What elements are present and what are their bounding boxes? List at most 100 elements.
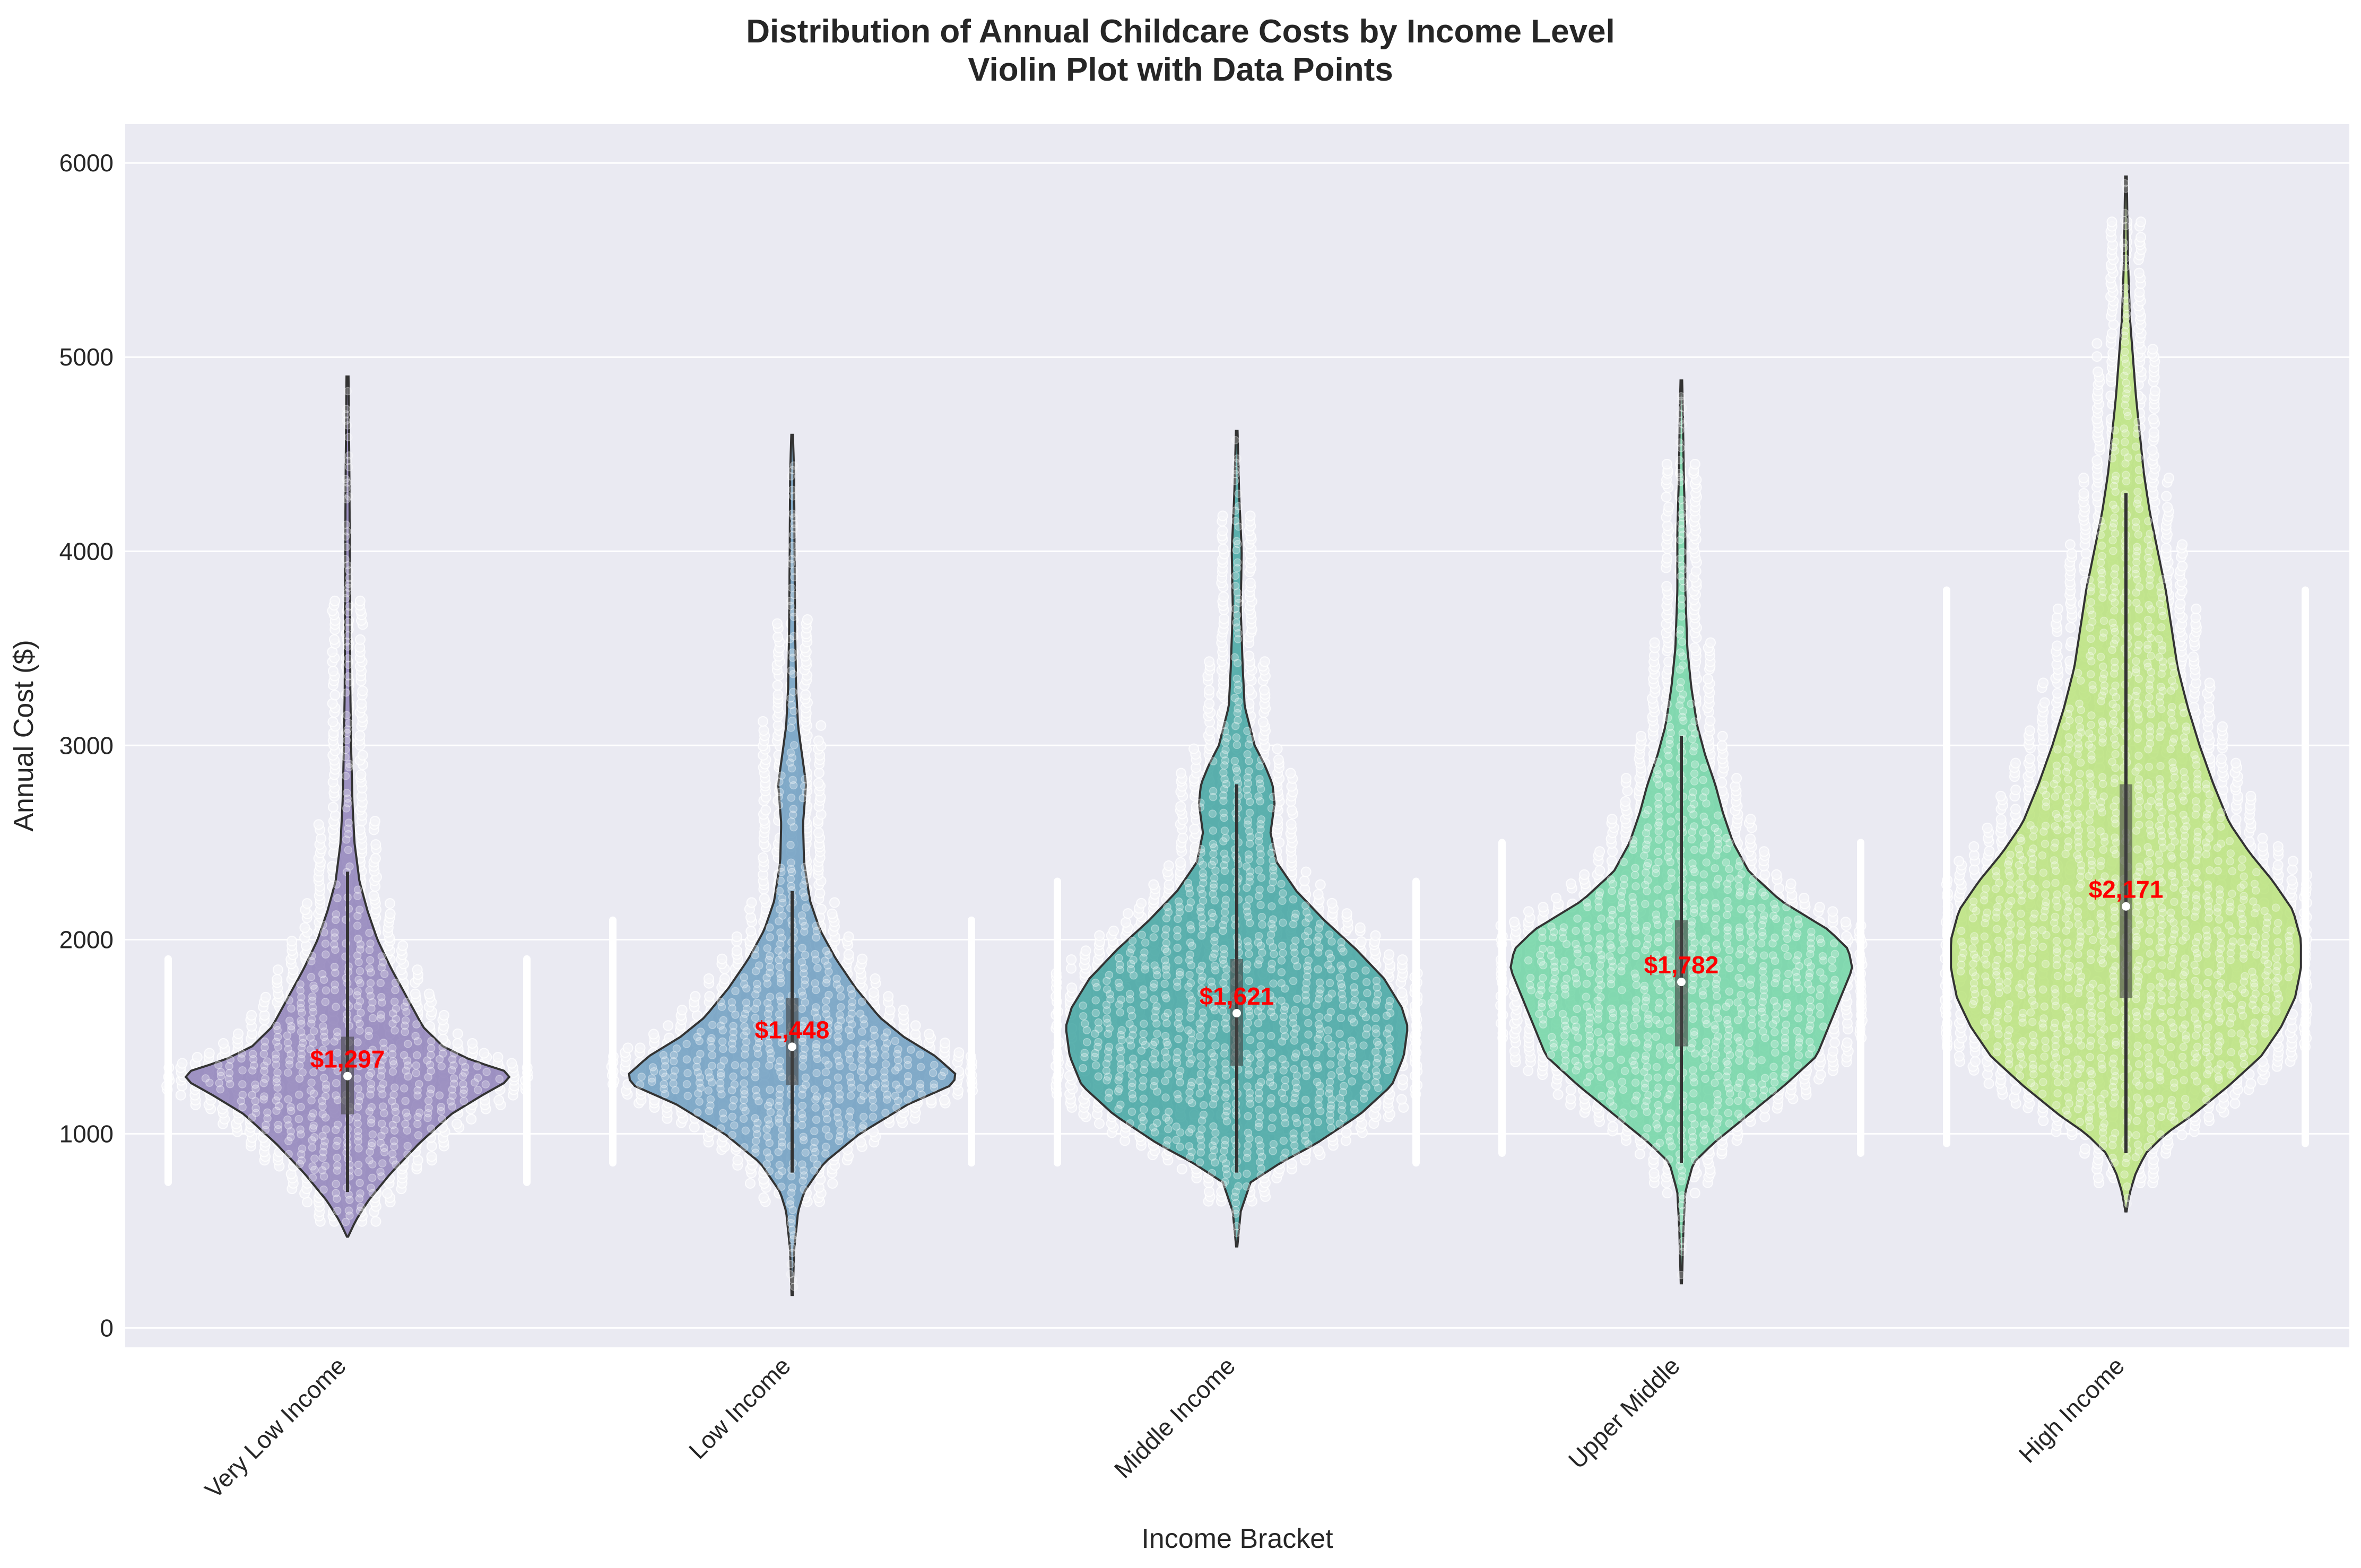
swarm-point — [1523, 1065, 1534, 1076]
swarm-point — [1565, 1084, 1576, 1095]
swarm-point — [452, 1038, 463, 1049]
swarm-point — [1122, 908, 1133, 919]
swarm-point — [1689, 1188, 1700, 1199]
swarm-point — [868, 987, 879, 998]
swarm-point — [1828, 1046, 1839, 1057]
swarm-point — [370, 1216, 381, 1227]
swarm-point — [329, 690, 341, 701]
swarm-point — [758, 1192, 769, 1204]
swarm-point — [703, 973, 714, 985]
swarm-point — [1397, 954, 1408, 965]
swarm-point — [1384, 949, 1395, 960]
swarm-point — [1164, 879, 1175, 890]
swarm-point — [910, 1020, 921, 1031]
swarm-point — [1219, 613, 1230, 624]
swarm-point — [316, 833, 327, 844]
swarm-point — [1509, 1046, 1520, 1057]
swarm-point — [1259, 656, 1270, 667]
swarm-point — [1594, 846, 1605, 857]
swarm-point — [731, 931, 742, 942]
swarm-point — [287, 936, 298, 947]
swarm-point — [506, 1058, 517, 1069]
swarm-point — [1341, 908, 1352, 919]
swarm-point — [855, 1137, 866, 1148]
swarm-point — [1341, 1127, 1352, 1138]
swarm-point — [1272, 743, 1283, 754]
swarm-point — [772, 680, 783, 691]
swarm-point — [758, 852, 769, 863]
swarm-point — [1272, 814, 1283, 825]
swarm-point — [1565, 1093, 1576, 1104]
swarm-point — [758, 716, 769, 727]
swarm-point — [1785, 878, 1796, 890]
swarm-point — [1731, 773, 1742, 784]
swarm-point — [1840, 917, 1851, 928]
swarm-point — [1745, 833, 1756, 844]
swarm-point — [327, 861, 338, 872]
swarm-point — [815, 720, 827, 731]
swarm-point — [1607, 1121, 1618, 1132]
swarm-point — [1244, 685, 1255, 696]
swarm-point — [939, 1095, 950, 1106]
swarm-point — [385, 908, 396, 919]
swarm-point — [1759, 869, 1770, 880]
swarm-point — [1136, 898, 1147, 909]
swarm-point — [1370, 930, 1381, 941]
swarm-point — [452, 1028, 463, 1039]
swarm-point — [1509, 917, 1520, 928]
swarm-point — [1204, 656, 1215, 667]
swarm-point — [1829, 1037, 1840, 1048]
swarm-point — [1203, 1186, 1214, 1197]
swarm-point — [745, 1178, 756, 1189]
swarm-point — [1523, 906, 1534, 917]
chart-subtitle: Violin Plot with Data Points — [968, 51, 1393, 88]
swarm-point — [1799, 893, 1810, 904]
swarm-point — [1258, 685, 1270, 696]
swarm-point — [648, 1029, 659, 1040]
swarm-point — [676, 1005, 688, 1016]
swarm-point — [1163, 860, 1174, 872]
swarm-point — [1273, 754, 1284, 765]
swarm-point — [369, 816, 380, 827]
swarm-point — [759, 893, 770, 904]
swarm-point — [1606, 856, 1617, 867]
chart-title: Distribution of Annual Childcare Costs b… — [746, 13, 1615, 50]
swarm-point — [272, 974, 283, 985]
swarm-point — [357, 750, 368, 761]
swarm-point — [1177, 832, 1188, 843]
swarm-point — [802, 614, 813, 625]
swarm-point — [1286, 805, 1297, 816]
swarm-point — [622, 1042, 633, 1053]
swarm-point — [1175, 801, 1186, 812]
swarm-point — [354, 634, 366, 645]
swarm-point — [438, 1009, 449, 1021]
swarm-point — [299, 922, 310, 933]
swarm-point — [327, 802, 338, 813]
swarm-point — [1204, 698, 1215, 709]
swarm-point — [883, 991, 894, 1002]
swarm-point — [813, 735, 824, 746]
swarm-point — [1648, 1168, 1660, 1179]
swarm-point — [354, 595, 366, 606]
swarm-point — [272, 964, 283, 975]
swarm-point — [302, 1197, 313, 1208]
swarm-point — [1217, 510, 1228, 521]
swarm-point — [1313, 889, 1324, 900]
swarm-point — [704, 991, 715, 1002]
swarm-point — [716, 953, 727, 964]
swarm-point — [926, 1095, 937, 1106]
swarm-point — [857, 953, 868, 964]
swarm-point — [1315, 879, 1326, 890]
swarm-point — [354, 824, 366, 835]
swarm-point — [758, 725, 769, 736]
swarm-point — [260, 991, 271, 1003]
swarm-point — [924, 1029, 935, 1040]
swarm-point — [1300, 866, 1312, 877]
swarm-point — [1286, 1158, 1297, 1170]
swarm-point — [357, 685, 368, 696]
swarm-point — [329, 634, 340, 645]
swarm-point — [732, 1155, 743, 1166]
swarm-point — [760, 805, 771, 816]
swarm-point — [452, 1118, 463, 1129]
